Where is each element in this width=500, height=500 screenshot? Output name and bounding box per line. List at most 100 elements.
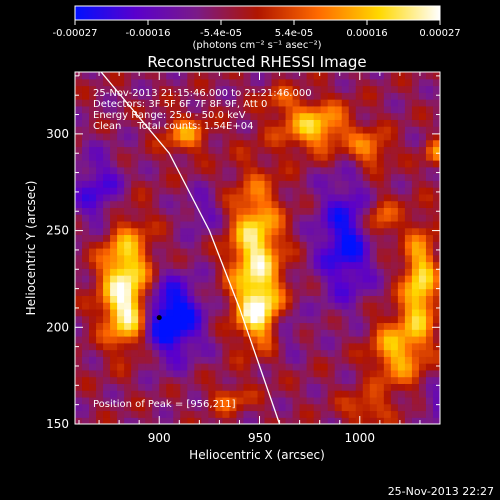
heatmap-cell — [236, 417, 245, 424]
heatmap-cell — [131, 329, 139, 337]
heatmap-cell — [418, 99, 427, 107]
heatmap-cell — [152, 139, 160, 148]
heatmap-cell — [138, 99, 146, 107]
heatmap-cell — [432, 410, 440, 418]
heatmap-cell — [89, 173, 97, 181]
heatmap-cell — [250, 207, 259, 215]
heatmap-cell — [292, 308, 301, 317]
heatmap-cell — [145, 146, 153, 154]
heatmap-cell — [383, 220, 392, 229]
heatmap-cell — [222, 72, 231, 80]
heatmap-cell — [397, 410, 406, 418]
heatmap-cell — [243, 105, 252, 114]
heatmap-cell — [250, 417, 259, 424]
heatmap-cell — [264, 78, 273, 87]
heatmap-cell — [369, 383, 378, 391]
heatmap-cell — [82, 322, 90, 330]
heatmap-cell — [390, 349, 399, 357]
heatmap-cell — [432, 200, 440, 208]
heatmap-cell — [348, 139, 357, 148]
heatmap-cell — [103, 336, 111, 344]
heatmap-cell — [131, 234, 139, 242]
heatmap-cell — [117, 363, 125, 371]
info-line-time: 25-Nov-2013 21:15:46.000 to 21:21:46.000 — [93, 88, 312, 99]
heatmap-cell — [355, 248, 364, 256]
heatmap-cell — [152, 112, 160, 120]
heatmap-cell — [173, 92, 181, 100]
heatmap-cell — [145, 302, 153, 310]
heatmap-cell — [229, 261, 238, 269]
heatmap-cell — [271, 342, 280, 351]
heatmap-cell — [383, 85, 392, 93]
heatmap-cell — [103, 275, 111, 283]
heatmap-cell — [264, 234, 273, 242]
heatmap-cell — [327, 261, 336, 269]
heatmap-cell — [215, 302, 223, 310]
heatmap-cell — [145, 356, 153, 364]
heatmap-cell — [264, 390, 273, 398]
heatmap-cell — [278, 261, 287, 269]
heatmap-cell — [194, 99, 202, 107]
heatmap-cell — [425, 336, 434, 344]
heatmap-cell — [390, 268, 399, 276]
heatmap-cell — [201, 173, 209, 181]
heatmap-cell — [334, 261, 343, 269]
info-line-detectors: Detectors: 3F 5F 6F 7F 8F 9F, Att 0 — [93, 99, 267, 110]
heatmap-cell — [271, 376, 280, 384]
heatmap-cell — [250, 92, 259, 100]
heatmap-cell — [264, 363, 273, 371]
peak-position-label: Position of Peak = [956,211] — [93, 399, 236, 410]
heatmap-cell — [152, 200, 160, 208]
heatmap-cell — [327, 315, 336, 324]
heatmap-cell — [187, 85, 195, 93]
heatmap-cell — [257, 369, 266, 378]
heatmap-cell — [96, 417, 104, 424]
heatmap-cell — [124, 220, 132, 229]
heatmap-cell — [369, 92, 378, 100]
heatmap-cell — [229, 322, 238, 330]
heatmap-cell — [187, 214, 195, 222]
heatmap-cell — [411, 329, 420, 337]
heatmap-cell — [341, 166, 350, 175]
heatmap-cell — [250, 363, 259, 371]
heatmap-cell — [82, 92, 90, 100]
heatmap-cell — [271, 160, 280, 168]
heatmap-cell — [278, 275, 287, 283]
heatmap-cell — [334, 403, 343, 412]
heatmap-cell — [313, 376, 322, 384]
heatmap-cell — [103, 200, 111, 208]
heatmap-cell — [201, 85, 209, 93]
heatmap-cell — [180, 166, 188, 175]
heatmap-cell — [215, 356, 223, 364]
heatmap-cell — [117, 126, 125, 134]
heatmap-cell — [124, 390, 132, 398]
heatmap-cell — [397, 126, 406, 134]
heatmap-cell — [278, 281, 287, 290]
heatmap-cell — [166, 268, 174, 276]
heatmap-cell — [166, 302, 174, 310]
heatmap-cell — [369, 390, 378, 398]
heatmap-cell — [166, 349, 174, 357]
heatmap-cell — [425, 356, 434, 364]
heatmap-cell — [201, 295, 209, 303]
heatmap-cell — [313, 119, 322, 127]
heatmap-cell — [292, 261, 301, 269]
heatmap-cell — [103, 180, 111, 188]
heatmap-cell — [306, 275, 315, 283]
heatmap-cell — [334, 322, 343, 330]
heatmap-cell — [257, 112, 266, 120]
heatmap-cell — [110, 369, 118, 378]
heatmap-cell — [348, 403, 357, 412]
heatmap-cell — [327, 112, 336, 120]
heatmap-cell — [208, 342, 216, 351]
heatmap-cell — [117, 315, 125, 324]
heatmap-cell — [411, 153, 420, 161]
heatmap-cell — [376, 207, 385, 215]
heatmap-cell — [313, 383, 322, 391]
heatmap-cell — [404, 302, 413, 310]
heatmap-cell — [124, 207, 132, 215]
heatmap-cell — [89, 220, 97, 229]
heatmap-cell — [82, 153, 90, 161]
heatmap-cell — [432, 383, 440, 391]
heatmap-cell — [236, 261, 245, 269]
